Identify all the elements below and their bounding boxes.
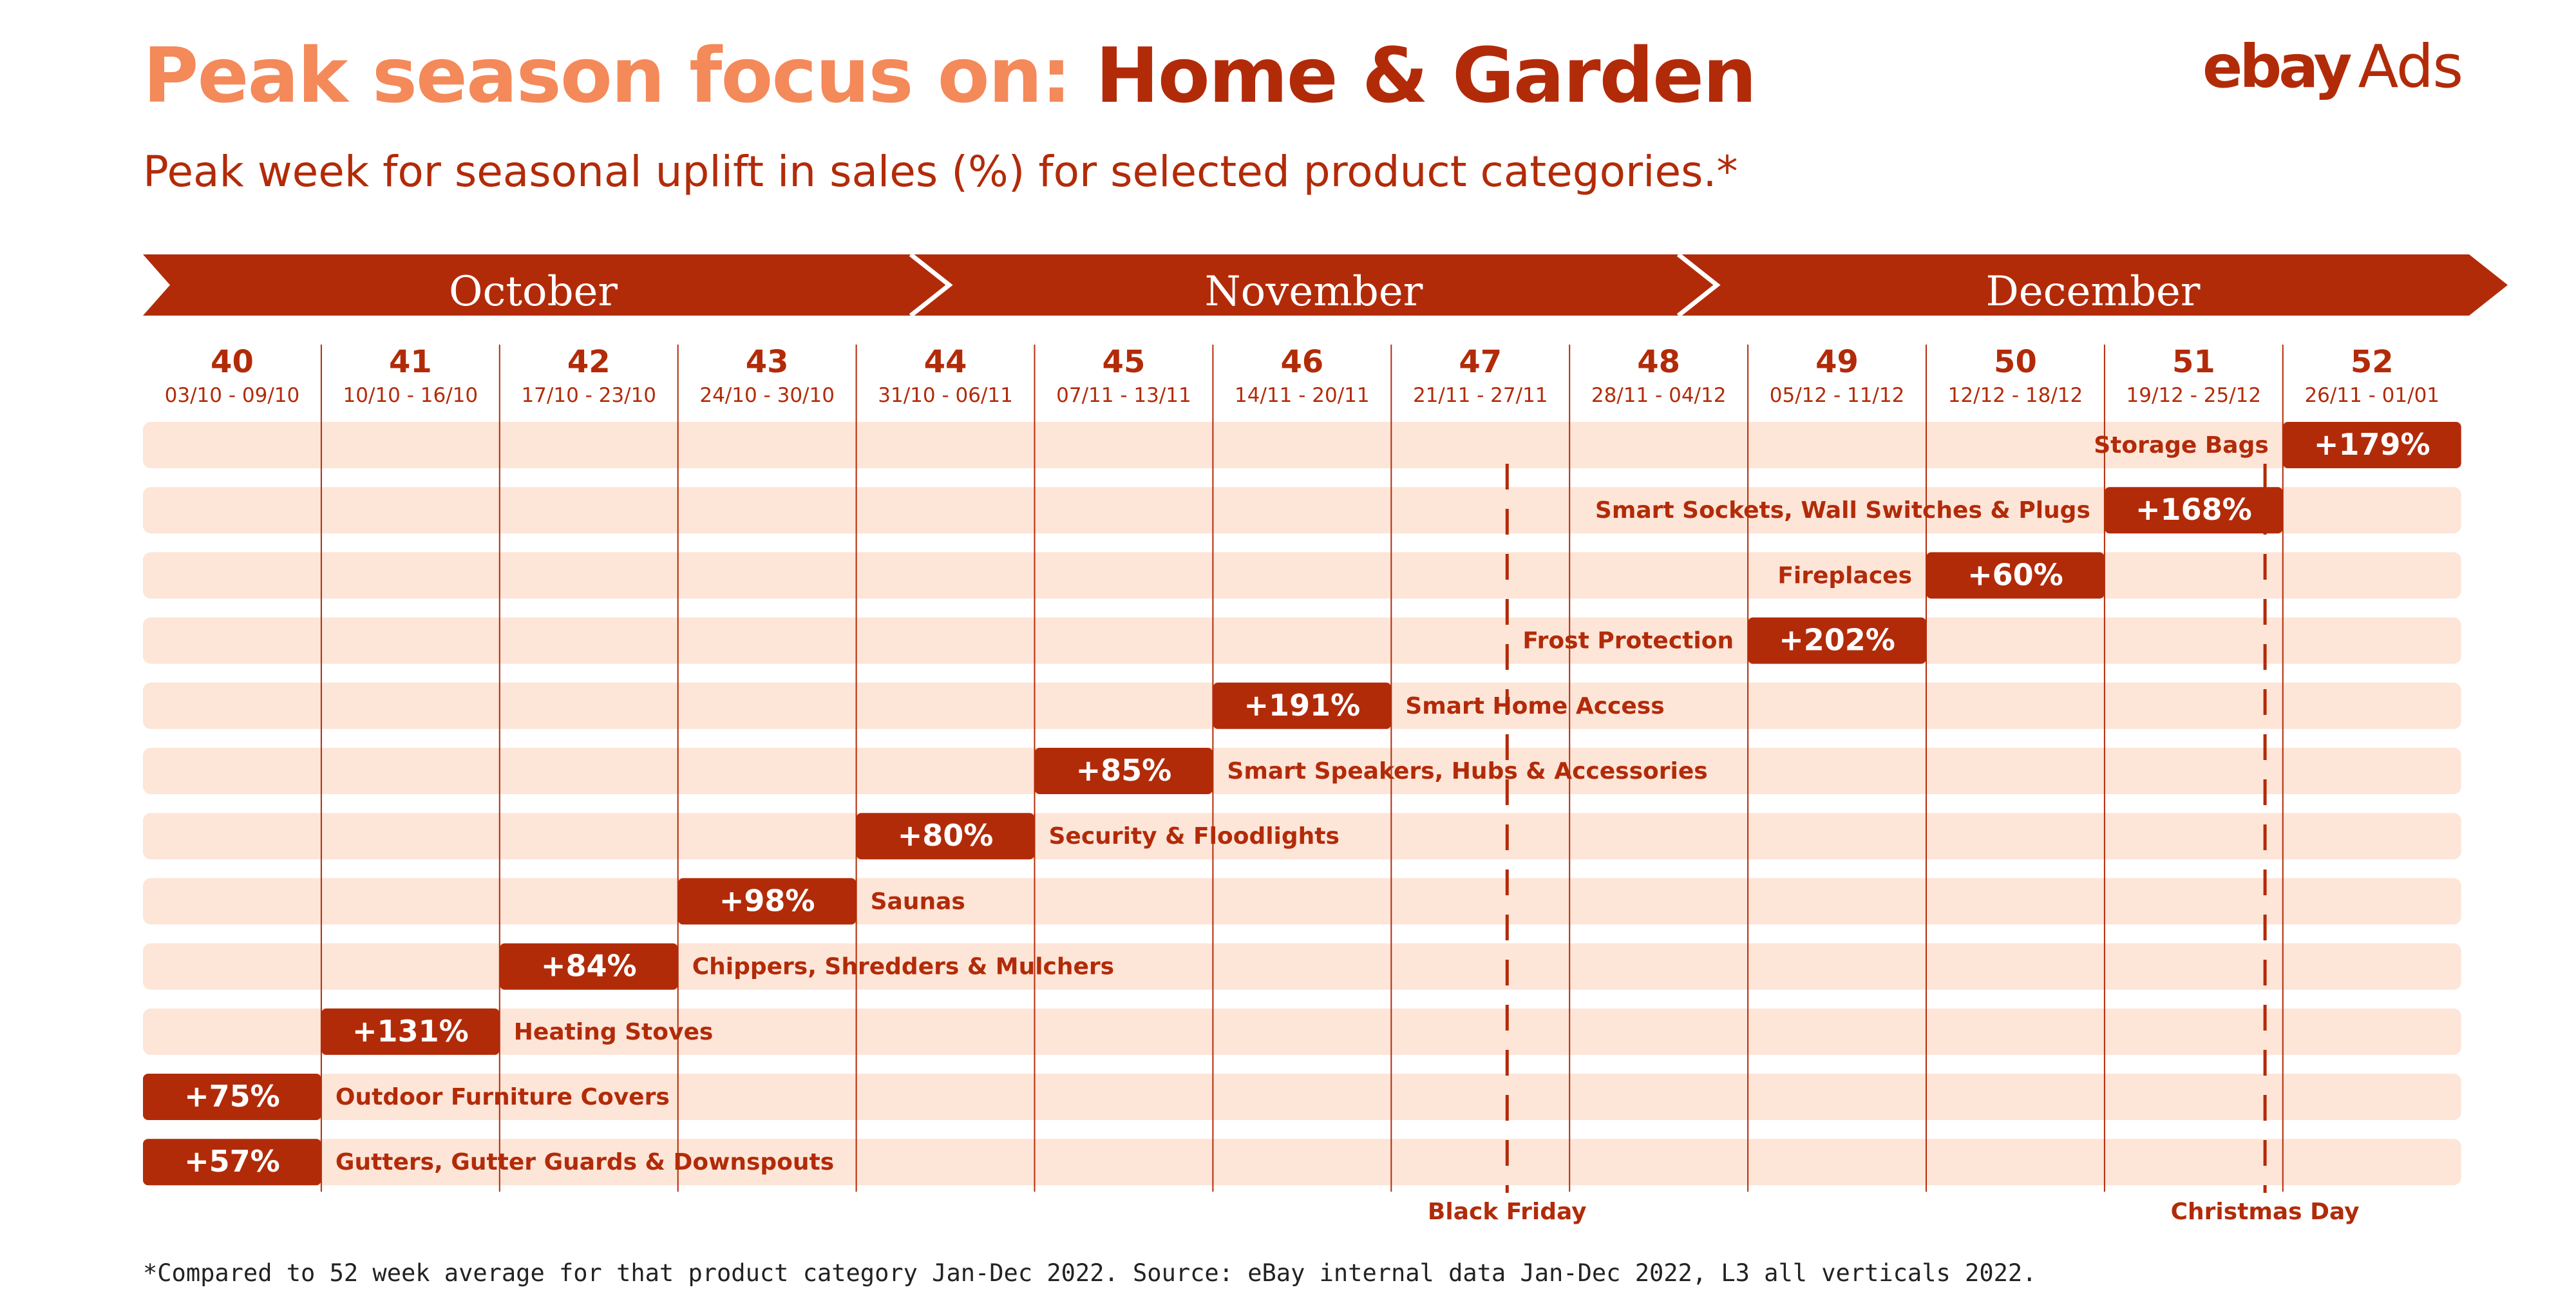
peak-week-box [2104, 487, 2283, 534]
row-background [143, 1008, 2461, 1055]
peak-week-box [321, 1008, 500, 1055]
row-background [143, 748, 2461, 794]
month-label: December [1985, 268, 2200, 316]
category-label: Saunas [871, 888, 965, 915]
category-label: Frost Protection [1522, 628, 1734, 654]
peak-week-box [1034, 748, 1213, 794]
week-number: 41 [389, 344, 432, 380]
month-banner-december [1678, 254, 2508, 316]
peak-week-box [1213, 682, 1392, 729]
week-date-range: 26/11 - 01/01 [2304, 384, 2439, 407]
week-date-range: 28/11 - 04/12 [1591, 384, 1727, 407]
peak-week-box [2282, 422, 2461, 468]
week-number: 51 [2172, 344, 2215, 380]
peak-week-box [143, 1074, 321, 1120]
event-marker-label: Christmas Day [2171, 1199, 2360, 1225]
title-prefix: Peak season focus on: [143, 31, 1095, 120]
week-number: 42 [567, 344, 611, 380]
page-subtitle: Peak week for seasonal uplift in sales (… [143, 147, 1738, 196]
category-label: Gutters, Gutter Guards & Downspouts [336, 1149, 834, 1175]
event-marker-label: Black Friday [1428, 1199, 1587, 1225]
row-background [143, 1139, 2461, 1186]
category-label: Smart Home Access [1405, 693, 1664, 719]
category-label: Security & Floodlights [1049, 823, 1340, 850]
uplift-value: +98% [719, 883, 815, 918]
footnote: *Compared to 52 week average for that pr… [143, 1259, 2037, 1287]
uplift-value: +75% [184, 1079, 280, 1114]
ebay-ads-logo: ebay Ads [2202, 32, 2463, 101]
week-date-range: 10/10 - 16/10 [343, 384, 478, 407]
week-date-range: 24/10 - 30/10 [699, 384, 835, 407]
uplift-value: +202% [1779, 623, 1895, 658]
row-background [143, 617, 2461, 664]
row-background [143, 1074, 2461, 1120]
uplift-value: +85% [1076, 753, 1172, 788]
logo-brand: ebay [2202, 32, 2352, 101]
category-label: Heating Stoves [514, 1019, 714, 1045]
title-main: Home & Garden [1095, 31, 1757, 120]
week-date-range: 14/11 - 20/11 [1235, 384, 1370, 407]
week-date-range: 31/10 - 06/11 [878, 384, 1013, 407]
uplift-value: +179% [2314, 427, 2430, 462]
category-label: Storage Bags [2094, 432, 2269, 459]
row-background [143, 943, 2461, 990]
week-number: 48 [1637, 344, 1680, 380]
week-number: 49 [1815, 344, 1859, 380]
uplift-value: +80% [898, 818, 994, 853]
peak-week-box [499, 943, 678, 990]
week-number: 43 [746, 344, 789, 380]
page-title: Peak season focus on: Home & Garden [143, 31, 1757, 120]
peak-week-box [1748, 617, 1926, 664]
uplift-value: +57% [184, 1144, 280, 1179]
uplift-value: +84% [541, 949, 637, 984]
week-date-range: 21/11 - 27/11 [1413, 384, 1548, 407]
category-label: Outdoor Furniture Covers [336, 1084, 670, 1110]
month-separator [1676, 252, 1721, 318]
category-label: Smart Sockets, Wall Switches & Plugs [1595, 497, 2090, 524]
row-background [143, 422, 2461, 468]
week-date-range: 03/10 - 09/10 [165, 384, 300, 407]
week-number: 50 [1994, 344, 2037, 380]
week-date-range: 19/12 - 25/12 [2126, 384, 2262, 407]
category-label: Fireplaces [1777, 562, 1912, 589]
peak-week-box [856, 813, 1035, 860]
week-number: 47 [1459, 344, 1502, 380]
uplift-value: +191% [1244, 688, 1361, 723]
uplift-value: +168% [2136, 492, 2252, 527]
category-label: Smart Speakers, Hubs & Accessories [1227, 758, 1707, 784]
peak-week-box [143, 1139, 321, 1186]
week-date-range: 05/12 - 11/12 [1770, 384, 1905, 407]
peak-week-box [1926, 552, 2105, 599]
month-banner-november [911, 254, 1717, 316]
month-separator [909, 252, 953, 318]
uplift-value: +60% [1967, 557, 2063, 592]
peak-week-box [677, 878, 857, 925]
week-date-range: 12/12 - 18/12 [1948, 384, 2083, 407]
month-label: November [1205, 268, 1423, 316]
uplift-value: +131% [352, 1014, 469, 1049]
week-number: 52 [2351, 344, 2394, 380]
row-background [143, 878, 2461, 925]
row-background [143, 487, 2461, 534]
week-number: 40 [211, 344, 254, 380]
week-number: 45 [1103, 344, 1146, 380]
row-background [143, 813, 2461, 860]
week-date-range: 07/11 - 13/11 [1056, 384, 1191, 407]
row-background [143, 552, 2461, 599]
logo-suffix: Ads [2358, 32, 2463, 101]
week-number: 44 [924, 344, 967, 380]
week-number: 46 [1280, 344, 1323, 380]
month-banner-october [143, 254, 949, 316]
week-date-range: 17/10 - 23/10 [521, 384, 656, 407]
category-label: Chippers, Shredders & Mulchers [692, 954, 1114, 980]
month-label: October [449, 268, 618, 316]
